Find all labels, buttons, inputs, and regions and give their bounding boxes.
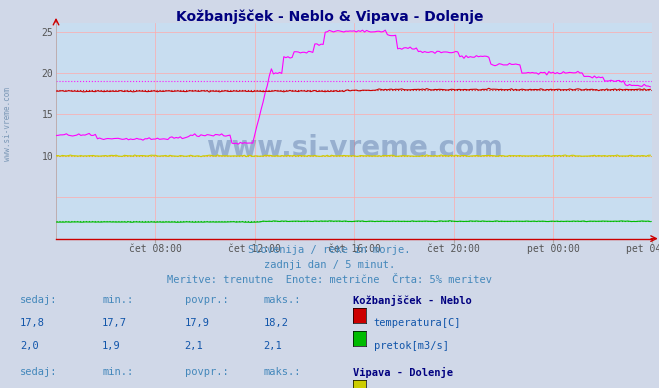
Text: 17,8: 17,8 <box>20 318 45 328</box>
Text: 17,9: 17,9 <box>185 318 210 328</box>
Text: www.si-vreme.com: www.si-vreme.com <box>206 134 503 162</box>
Text: 17,7: 17,7 <box>102 318 127 328</box>
Text: maks.:: maks.: <box>264 367 301 377</box>
Text: Slovenija / reke in morje.: Slovenija / reke in morje. <box>248 245 411 255</box>
Text: povpr.:: povpr.: <box>185 295 228 305</box>
Text: min.:: min.: <box>102 295 133 305</box>
Text: povpr.:: povpr.: <box>185 367 228 377</box>
Text: sedaj:: sedaj: <box>20 367 57 377</box>
Text: 2,1: 2,1 <box>185 341 203 352</box>
Text: www.si-vreme.com: www.si-vreme.com <box>3 87 13 161</box>
Text: 1,9: 1,9 <box>102 341 121 352</box>
Text: pretok[m3/s]: pretok[m3/s] <box>374 341 449 352</box>
Text: min.:: min.: <box>102 367 133 377</box>
Text: zadnji dan / 5 minut.: zadnji dan / 5 minut. <box>264 260 395 270</box>
Text: sedaj:: sedaj: <box>20 295 57 305</box>
Text: Kožbanjšček - Neblo: Kožbanjšček - Neblo <box>353 295 471 306</box>
Text: temperatura[C]: temperatura[C] <box>374 318 461 328</box>
Text: 2,0: 2,0 <box>20 341 38 352</box>
Text: maks.:: maks.: <box>264 295 301 305</box>
Text: 18,2: 18,2 <box>264 318 289 328</box>
Text: Meritve: trenutne  Enote: metrične  Črta: 5% meritev: Meritve: trenutne Enote: metrične Črta: … <box>167 275 492 285</box>
Text: Vipava - Dolenje: Vipava - Dolenje <box>353 367 453 378</box>
Text: Kožbanjšček - Neblo & Vipava - Dolenje: Kožbanjšček - Neblo & Vipava - Dolenje <box>176 10 483 24</box>
Text: 2,1: 2,1 <box>264 341 282 352</box>
